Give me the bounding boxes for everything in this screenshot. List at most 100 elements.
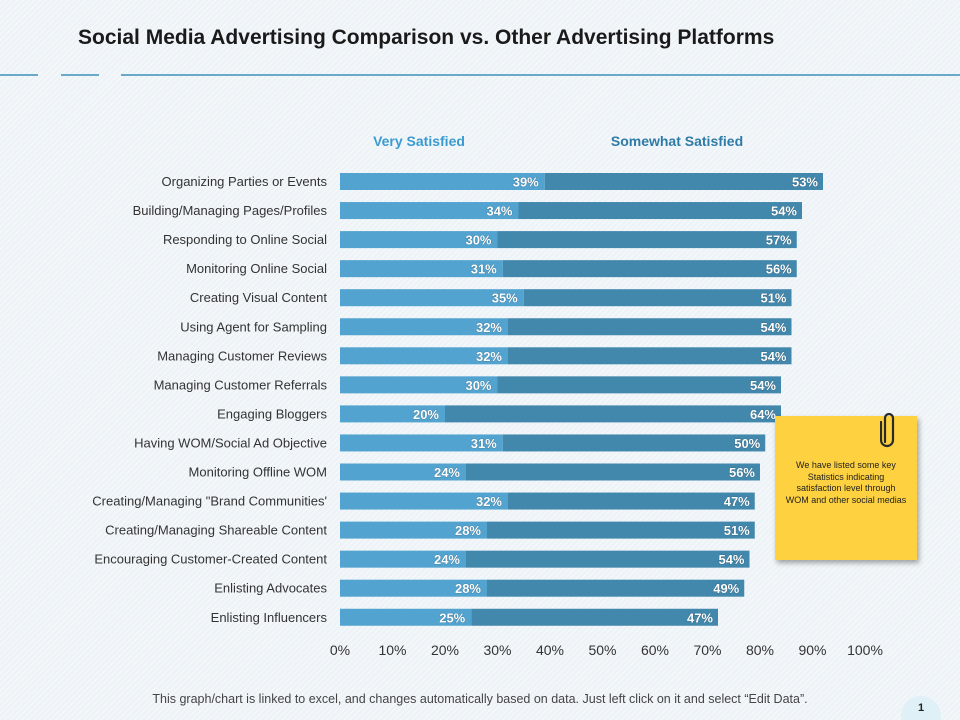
- sticky-note-text: We have listed some key Statistics indic…: [785, 460, 907, 505]
- category-label: Creating/Managing "Brand Communities': [92, 494, 327, 509]
- category-label: Managing Customer Reviews: [157, 348, 327, 363]
- data-label-very-satisfied: 32%: [476, 494, 502, 509]
- data-label-very-satisfied: 35%: [492, 291, 518, 306]
- data-label-somewhat-satisfied: 47%: [687, 610, 713, 625]
- data-label-somewhat-satisfied: 54%: [760, 320, 786, 335]
- paperclip-icon: [880, 412, 895, 448]
- data-label-very-satisfied: 30%: [465, 233, 491, 248]
- bar-very-satisfied: [340, 608, 472, 626]
- category-label: Enlisting Influencers: [211, 610, 328, 625]
- data-label-very-satisfied: 30%: [465, 378, 491, 393]
- bar-very-satisfied: [340, 202, 519, 220]
- stacked-bar-chart[interactable]: Very Satisfied Somewhat Satisfied Organizi…: [0, 0, 960, 690]
- bar-very-satisfied: [340, 231, 498, 249]
- category-label: Using Agent for Sampling: [180, 319, 327, 334]
- data-label-very-satisfied: 24%: [434, 552, 460, 567]
- category-label: Creating/Managing Shareable Content: [105, 523, 327, 538]
- category-label: Monitoring Offline WOM: [189, 465, 327, 480]
- bar-somewhat-satisfied: [508, 347, 792, 365]
- category-label: Building/Managing Pages/Profiles: [133, 203, 328, 218]
- bar-very-satisfied: [340, 347, 508, 365]
- data-label-somewhat-satisfied: 50%: [734, 436, 760, 451]
- bar-somewhat-satisfied: [518, 202, 802, 220]
- data-label-somewhat-satisfied: 51%: [760, 291, 786, 306]
- data-label-very-satisfied: 32%: [476, 320, 502, 335]
- category-label: Organizing Parties or Events: [162, 174, 328, 189]
- x-tick-label: 10%: [378, 642, 406, 658]
- bar-somewhat-satisfied: [487, 521, 755, 539]
- bar-somewhat-satisfied: [487, 579, 745, 597]
- data-label-somewhat-satisfied: 64%: [750, 407, 776, 422]
- bar-very-satisfied: [340, 318, 508, 336]
- bar-very-satisfied: [340, 405, 445, 423]
- category-label: Engaging Bloggers: [217, 406, 327, 421]
- x-tick-label: 70%: [693, 642, 721, 658]
- bar-somewhat-satisfied: [497, 231, 797, 249]
- bar-very-satisfied: [340, 463, 466, 481]
- data-label-very-satisfied: 28%: [455, 523, 481, 538]
- x-tick-label: 100%: [847, 642, 883, 658]
- data-label-very-satisfied: 39%: [513, 175, 539, 190]
- category-label: Managing Customer Referrals: [154, 377, 328, 392]
- bar-very-satisfied: [340, 376, 498, 394]
- page-title: Social Media Advertising Comparison vs. …: [78, 26, 775, 49]
- bar-somewhat-satisfied: [508, 492, 755, 510]
- title-divider: [61, 74, 99, 76]
- x-tick-label: 80%: [746, 642, 774, 658]
- bar-somewhat-satisfied: [497, 376, 781, 394]
- data-label-very-satisfied: 31%: [471, 436, 497, 451]
- category-label: Responding to Online Social: [163, 232, 327, 247]
- bar-very-satisfied: [340, 521, 487, 539]
- data-label-very-satisfied: 32%: [476, 349, 502, 364]
- x-tick-label: 40%: [536, 642, 564, 658]
- bar-very-satisfied: [340, 173, 545, 190]
- bar-somewhat-satisfied: [502, 434, 766, 452]
- data-label-somewhat-satisfied: 54%: [771, 204, 797, 219]
- bar-somewhat-satisfied: [466, 463, 760, 481]
- data-label-very-satisfied: 24%: [434, 465, 460, 480]
- x-tick-label: 0%: [330, 642, 350, 658]
- category-label: Creating Visual Content: [190, 290, 327, 305]
- data-label-somewhat-satisfied: 54%: [750, 378, 776, 393]
- legend-somewhat-satisfied: Somewhat Satisfied: [611, 133, 743, 149]
- x-tick-label: 60%: [641, 642, 669, 658]
- data-label-very-satisfied: 31%: [471, 262, 497, 277]
- bar-somewhat-satisfied: [502, 260, 797, 278]
- data-label-somewhat-satisfied: 56%: [766, 262, 792, 277]
- x-tick-label: 30%: [483, 642, 511, 658]
- x-tick-label: 50%: [588, 642, 616, 658]
- data-label-somewhat-satisfied: 56%: [729, 465, 755, 480]
- bar-somewhat-satisfied: [471, 608, 718, 626]
- x-tick-label: 90%: [798, 642, 826, 658]
- sticky-note: We have listed some key Statistics indic…: [775, 412, 917, 560]
- category-label: Having WOM/Social Ad Objective: [134, 435, 327, 450]
- data-label-somewhat-satisfied: 53%: [792, 175, 818, 190]
- data-label-somewhat-satisfied: 47%: [724, 494, 750, 509]
- category-label: Encouraging Customer-Created Content: [94, 552, 327, 567]
- x-tick-label: 20%: [431, 642, 459, 658]
- data-label-somewhat-satisfied: 54%: [760, 349, 786, 364]
- data-label-very-satisfied: 25%: [439, 610, 465, 625]
- data-label-somewhat-satisfied: 49%: [713, 581, 739, 596]
- data-label-somewhat-satisfied: 51%: [724, 523, 750, 538]
- footer-note: This graph/chart is linked to excel, and…: [152, 692, 808, 706]
- bar-very-satisfied: [340, 260, 503, 278]
- category-label: Enlisting Advocates: [214, 581, 327, 596]
- bar-very-satisfied: [340, 550, 466, 568]
- title-divider: [0, 74, 38, 76]
- legend-very-satisfied: Very Satisfied: [373, 133, 465, 149]
- data-label-very-satisfied: 20%: [413, 407, 439, 422]
- bar-somewhat-satisfied: [445, 405, 781, 423]
- bar-somewhat-satisfied: [544, 173, 823, 190]
- title-divider: [121, 74, 960, 76]
- data-label-somewhat-satisfied: 54%: [718, 552, 744, 567]
- bar-very-satisfied: [340, 492, 508, 510]
- bar-somewhat-satisfied: [466, 550, 750, 568]
- bar-somewhat-satisfied: [523, 289, 792, 307]
- bar-somewhat-satisfied: [508, 318, 792, 336]
- data-label-very-satisfied: 28%: [455, 581, 481, 596]
- bar-very-satisfied: [340, 289, 524, 307]
- category-label: Monitoring Online Social: [186, 261, 327, 276]
- bar-very-satisfied: [340, 434, 503, 452]
- bar-very-satisfied: [340, 579, 487, 597]
